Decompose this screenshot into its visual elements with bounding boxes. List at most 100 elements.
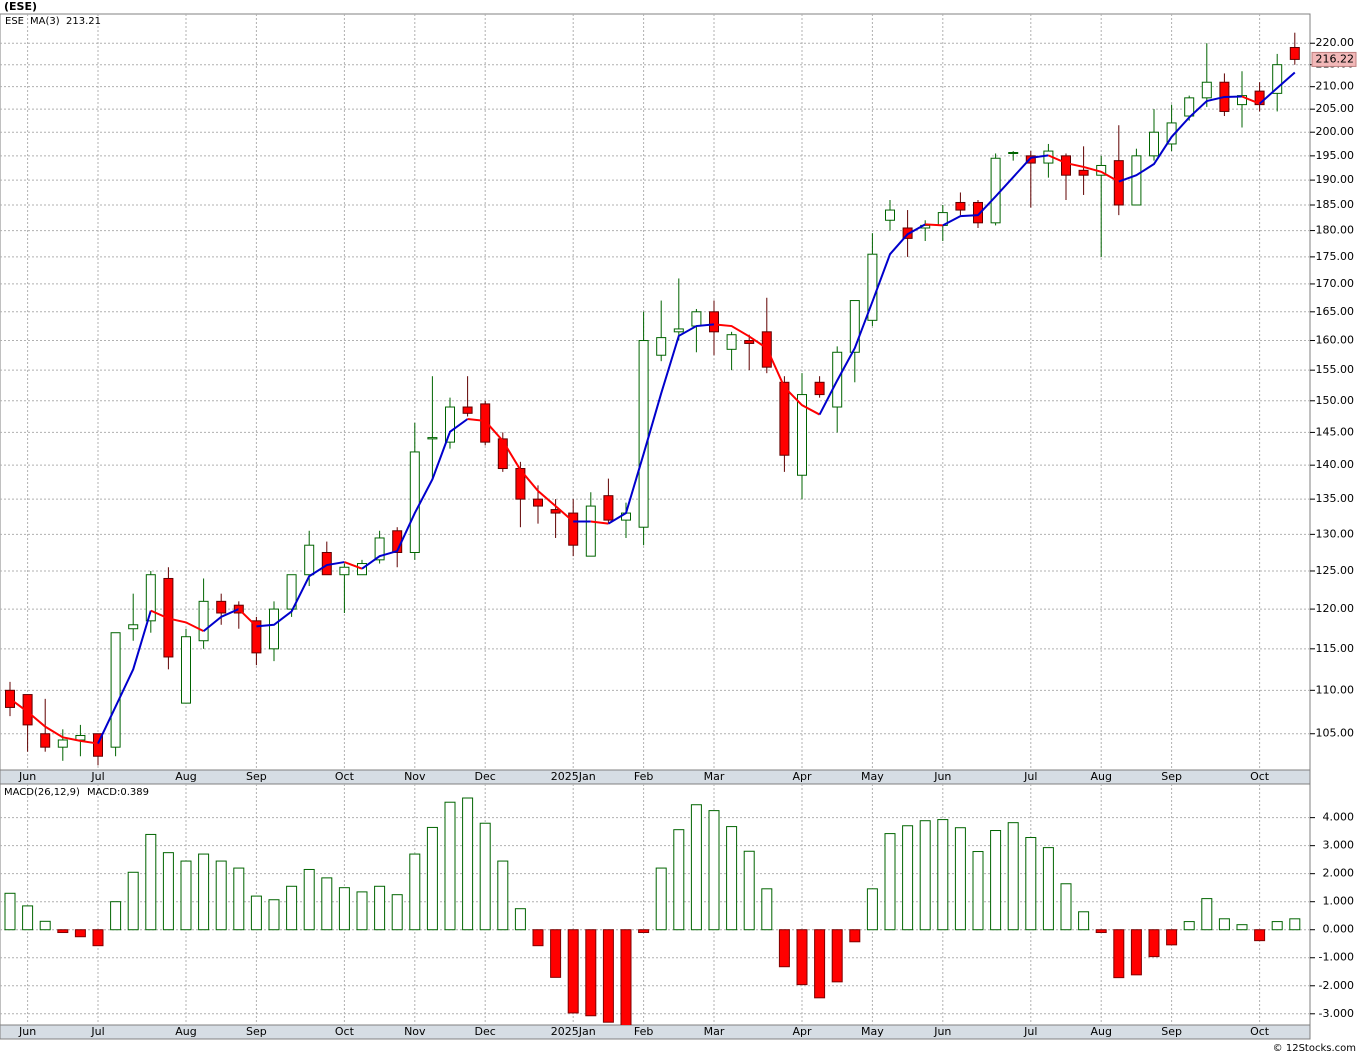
bar [1130, 929, 1142, 976]
bar [1007, 822, 1019, 931]
x-tick-label: Jul [90, 770, 104, 783]
bar [497, 860, 509, 931]
bar [1025, 837, 1037, 931]
candle-body [603, 495, 614, 521]
y-tick-label: 210.00 [1316, 80, 1355, 93]
candle-body [22, 694, 33, 726]
candle-body [269, 608, 279, 650]
bar [1078, 911, 1090, 931]
y-tick-label: 130.00 [1316, 527, 1355, 540]
date-strip [0, 1024, 1311, 1040]
candle-body [638, 340, 649, 528]
candle-body [1201, 81, 1212, 99]
y-tick-label: 150.00 [1316, 394, 1355, 407]
bar [831, 929, 843, 983]
legend-number: 0.389 [120, 787, 149, 798]
x-tick-label: Jul [90, 1025, 104, 1038]
y-tick-label: 220.00 [1316, 36, 1355, 49]
candle-body [1272, 64, 1283, 94]
bar [233, 867, 245, 931]
bar [198, 853, 210, 931]
x-tick-label: Feb [634, 770, 653, 783]
x-tick-label: Jul [1023, 770, 1037, 783]
title: (ESE) [4, 0, 37, 13]
bar [514, 908, 526, 931]
ma-line [97, 610, 152, 745]
candle-body [462, 406, 473, 414]
legend-value: 213.21 [66, 16, 101, 27]
bar [990, 830, 1002, 931]
candle-body [1078, 169, 1089, 176]
candle-body [1061, 155, 1071, 176]
candle-body [286, 574, 297, 610]
candle-body [40, 733, 51, 748]
x-tick-label: Dec [475, 770, 496, 783]
candle-body [128, 624, 139, 630]
x-tick-label: 2025Jan [551, 770, 596, 783]
bar [532, 929, 544, 947]
candle-body [497, 438, 508, 470]
bar [338, 887, 350, 931]
x-tick-label: Apr [792, 770, 812, 783]
bar [690, 804, 702, 931]
candle-body [990, 157, 1001, 224]
price-label: 216.22 [1316, 52, 1355, 65]
candle-body [797, 394, 807, 476]
bar [22, 905, 34, 931]
bar [110, 901, 122, 931]
bar [902, 825, 914, 931]
candle-body [1184, 97, 1195, 117]
bar [937, 819, 949, 931]
y-tick-label: 160.00 [1316, 334, 1355, 347]
x-tick-label: Jun [933, 1025, 951, 1038]
candle-body [181, 636, 191, 704]
bar [1201, 898, 1213, 931]
ma-line [942, 154, 1049, 227]
x-tick-label: May [861, 770, 884, 783]
bar [356, 891, 368, 931]
candle-body [1254, 90, 1265, 106]
candle-body [1025, 155, 1036, 164]
candle-body [357, 563, 367, 576]
candle-body [409, 451, 420, 553]
x-tick-label: Sep [1161, 1025, 1182, 1038]
y-tick-label: 200.00 [1316, 125, 1355, 138]
candle-body [1237, 95, 1247, 106]
bar [796, 929, 808, 986]
x-tick-label: Jun [18, 1025, 36, 1038]
y-tick-label: 120.00 [1316, 602, 1355, 615]
y-tick-label: 140.00 [1316, 458, 1355, 471]
bar [1236, 924, 1248, 931]
footer: © 12Stocks.com [1273, 1043, 1356, 1054]
bar [884, 833, 896, 931]
y-tick-label: 155.00 [1316, 363, 1355, 376]
x-tick-label: Aug [175, 770, 196, 783]
bar [1042, 847, 1054, 931]
bar [814, 929, 826, 999]
legend-label: MA(3) [30, 16, 60, 27]
y-tick-label: -2.000 [1319, 979, 1354, 992]
bar [1060, 883, 1072, 931]
candle-body [885, 209, 895, 221]
legend-prefix: MACD: [87, 787, 120, 798]
x-tick-label: Sep [246, 770, 267, 783]
y-tick-label: 195.00 [1316, 149, 1355, 162]
ma-line [607, 323, 715, 525]
bar [673, 829, 685, 931]
bar [1289, 918, 1301, 931]
x-tick-label: Aug [1090, 770, 1111, 783]
candle-body [339, 566, 350, 576]
y-tick-label: 1.000 [1323, 895, 1355, 908]
candle-body [726, 334, 737, 350]
candle-body [374, 537, 385, 561]
bar [1095, 929, 1107, 934]
candle-body [93, 733, 103, 757]
ma-line [818, 223, 926, 416]
y-tick-label: 2.000 [1323, 867, 1355, 880]
legend-symbol: ESE [5, 16, 24, 27]
ma-line [1241, 95, 1260, 105]
y-tick-label: -1.000 [1319, 951, 1354, 964]
candle-body [1113, 160, 1124, 206]
y-tick-label: 185.00 [1316, 198, 1355, 211]
ma-line [344, 561, 363, 570]
